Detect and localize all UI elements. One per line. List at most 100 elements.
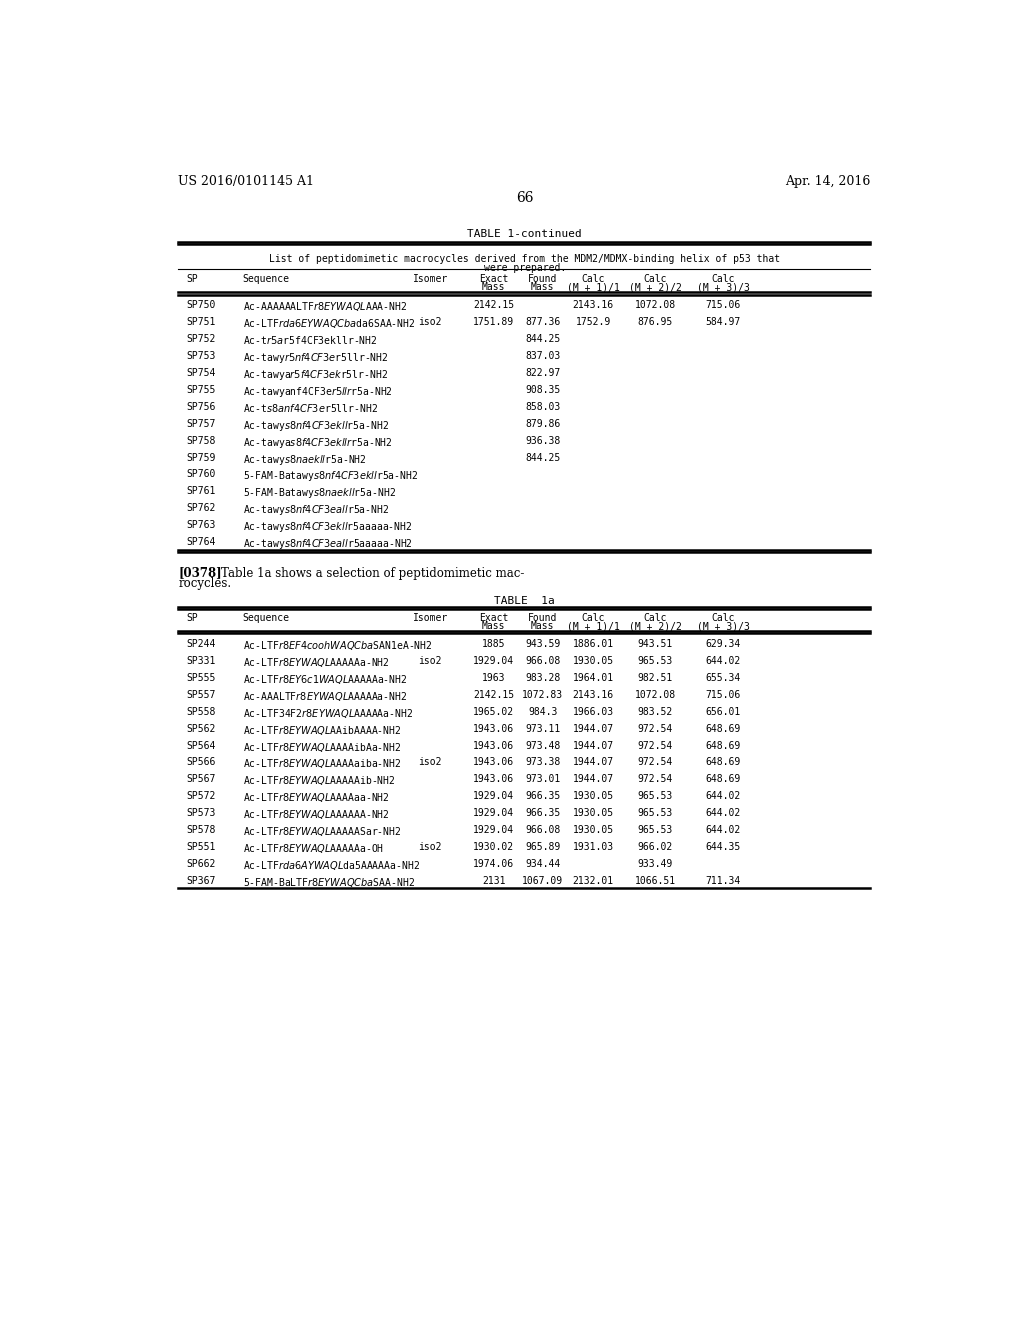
Text: 943.51: 943.51 (637, 639, 673, 649)
Text: 648.69: 648.69 (706, 723, 740, 734)
Text: 984.3: 984.3 (528, 706, 557, 717)
Text: Ac-tawy$s8nf4CF3ekll$r5a-NH2: Ac-tawy$s8nf4CF3ekll$r5a-NH2 (243, 418, 389, 433)
Text: SP761: SP761 (186, 487, 215, 496)
Text: 656.01: 656.01 (706, 706, 740, 717)
Text: (M + 1)/1: (M + 1)/1 (566, 282, 620, 292)
Text: Sequence: Sequence (243, 275, 290, 284)
Text: TABLE  1a: TABLE 1a (495, 595, 555, 606)
Text: (M + 3)/3: (M + 3)/3 (696, 622, 750, 631)
Text: (M + 3)/3: (M + 3)/3 (696, 282, 750, 292)
Text: 1931.03: 1931.03 (572, 842, 613, 853)
Text: 1966.03: 1966.03 (572, 706, 613, 717)
Text: Ac-tawyanf4CF3e$r5llr$r5a-NH2: Ac-tawyanf4CF3e$r5llr$r5a-NH2 (243, 385, 392, 399)
Text: iso2: iso2 (419, 317, 442, 327)
Text: Calc: Calc (712, 612, 735, 623)
Text: SP750: SP750 (186, 300, 215, 310)
Text: Mass: Mass (530, 282, 554, 292)
Text: rocycles.: rocycles. (178, 577, 231, 590)
Text: 1930.02: 1930.02 (473, 842, 514, 853)
Text: 1965.02: 1965.02 (473, 706, 514, 717)
Text: Ac-tawy$r5nf4CF3e$r5llr-NH2: Ac-tawy$r5nf4CF3e$r5llr-NH2 (243, 351, 388, 364)
Text: Ac-tawy$s8nf4CF3ekll$r5aaaaa-NH2: Ac-tawy$s8nf4CF3ekll$r5aaaaa-NH2 (243, 520, 413, 535)
Text: Exact: Exact (479, 612, 509, 623)
Text: Sequence: Sequence (243, 612, 290, 623)
Text: 1929.04: 1929.04 (473, 825, 514, 836)
Text: 1963: 1963 (482, 673, 506, 682)
Text: 1066.51: 1066.51 (635, 876, 676, 886)
Text: 648.69: 648.69 (706, 758, 740, 767)
Text: SP551: SP551 (186, 842, 215, 853)
Text: Exact: Exact (479, 275, 509, 284)
Text: Ac-LTF$r8EY6c1WAQL$AAAAAa-NH2: Ac-LTF$r8EY6c1WAQL$AAAAAa-NH2 (243, 673, 408, 686)
Text: Ac-LTF$r8EYWAQL$AAAAAA-NH2: Ac-LTF$r8EYWAQL$AAAAAA-NH2 (243, 808, 389, 821)
Text: 644.35: 644.35 (706, 842, 740, 853)
Text: SP367: SP367 (186, 876, 215, 886)
Text: 908.35: 908.35 (525, 385, 560, 395)
Text: 1944.07: 1944.07 (572, 775, 613, 784)
Text: Ac-AAALTF$r8EYWAQL$AAAAAa-NH2: Ac-AAALTF$r8EYWAQL$AAAAAa-NH2 (243, 689, 408, 702)
Text: Ac-LTF$rda6AYWAQL$da5AAAAAa-NH2: Ac-LTF$rda6AYWAQL$da5AAAAAa-NH2 (243, 859, 420, 873)
Text: 972.54: 972.54 (637, 758, 673, 767)
Text: SP: SP (186, 612, 198, 623)
Text: Ac-LTF$r8EYWAQL$AAAAASar-NH2: Ac-LTF$r8EYWAQL$AAAAASar-NH2 (243, 825, 401, 838)
Text: Calc: Calc (643, 275, 667, 284)
Text: SP567: SP567 (186, 775, 215, 784)
Text: 644.02: 644.02 (706, 808, 740, 818)
Text: SP572: SP572 (186, 792, 215, 801)
Text: SP564: SP564 (186, 741, 215, 751)
Text: 1974.06: 1974.06 (473, 859, 514, 869)
Text: SP764: SP764 (186, 537, 215, 548)
Text: List of peptidomimetic macrocycles derived from the MDM2/MDMX-binding helix of p: List of peptidomimetic macrocycles deriv… (269, 253, 780, 264)
Text: Isomer: Isomer (413, 275, 447, 284)
Text: Calc: Calc (582, 275, 605, 284)
Text: 879.86: 879.86 (525, 418, 560, 429)
Text: 1751.89: 1751.89 (473, 317, 514, 327)
Text: 844.25: 844.25 (525, 453, 560, 462)
Text: 648.69: 648.69 (706, 775, 740, 784)
Text: 66: 66 (516, 191, 534, 205)
Text: 973.48: 973.48 (525, 741, 560, 751)
Text: 966.35: 966.35 (525, 808, 560, 818)
Text: 5-FAM-Batawy$s8nf4CF3ekll$r5a-NH2: 5-FAM-Batawy$s8nf4CF3ekll$r5a-NH2 (243, 470, 418, 483)
Text: SP754: SP754 (186, 368, 215, 378)
Text: Ac-t$r5a$r5f4CF3ekllr-NH2: Ac-t$r5a$r5f4CF3ekllr-NH2 (243, 334, 378, 346)
Text: 1944.07: 1944.07 (572, 741, 613, 751)
Text: US 2016/0101145 A1: US 2016/0101145 A1 (178, 176, 314, 189)
Text: SP753: SP753 (186, 351, 215, 360)
Text: 2131: 2131 (482, 876, 506, 886)
Text: SP755: SP755 (186, 385, 215, 395)
Text: SP752: SP752 (186, 334, 215, 345)
Text: 933.49: 933.49 (637, 859, 673, 869)
Text: SP756: SP756 (186, 401, 215, 412)
Text: Ac-t$s8anf4CF3e$r5llr-NH2: Ac-t$s8anf4CF3e$r5llr-NH2 (243, 401, 378, 413)
Text: Ac-LTF$r8EF4coohWAQCba$SAN1eA-NH2: Ac-LTF$r8EF4coohWAQCba$SAN1eA-NH2 (243, 639, 432, 652)
Text: 2132.01: 2132.01 (572, 876, 613, 886)
Text: SP557: SP557 (186, 689, 215, 700)
Text: TABLE 1-continued: TABLE 1-continued (467, 230, 583, 239)
Text: 629.34: 629.34 (706, 639, 740, 649)
Text: 1929.04: 1929.04 (473, 656, 514, 665)
Text: SP758: SP758 (186, 436, 215, 446)
Text: 1929.04: 1929.04 (473, 808, 514, 818)
Text: Found: Found (528, 275, 557, 284)
Text: SP558: SP558 (186, 706, 215, 717)
Text: Ac-tawya$s8f4CF3ekllr$r5a-NH2: Ac-tawya$s8f4CF3ekllr$r5a-NH2 (243, 436, 392, 450)
Text: 584.97: 584.97 (706, 317, 740, 327)
Text: 1964.01: 1964.01 (572, 673, 613, 682)
Text: Isomer: Isomer (413, 612, 447, 623)
Text: Ac-LTF$r8EYWAQL$AAAAibAa-NH2: Ac-LTF$r8EYWAQL$AAAAibAa-NH2 (243, 741, 401, 754)
Text: SP760: SP760 (186, 470, 215, 479)
Text: 1944.07: 1944.07 (572, 758, 613, 767)
Text: 936.38: 936.38 (525, 436, 560, 446)
Text: SP763: SP763 (186, 520, 215, 531)
Text: 1752.9: 1752.9 (575, 317, 610, 327)
Text: SP757: SP757 (186, 418, 215, 429)
Text: 983.28: 983.28 (525, 673, 560, 682)
Text: Ac-tawy$s8nf4CF3eall$r5aaaaa-NH2: Ac-tawy$s8nf4CF3eall$r5aaaaa-NH2 (243, 537, 413, 552)
Text: Calc: Calc (712, 275, 735, 284)
Text: iso2: iso2 (419, 656, 442, 665)
Text: Ac-LTF$r8EYWAQL$AAAAAib-NH2: Ac-LTF$r8EYWAQL$AAAAAib-NH2 (243, 775, 395, 788)
Text: 715.06: 715.06 (706, 689, 740, 700)
Text: 877.36: 877.36 (525, 317, 560, 327)
Text: 711.34: 711.34 (706, 876, 740, 886)
